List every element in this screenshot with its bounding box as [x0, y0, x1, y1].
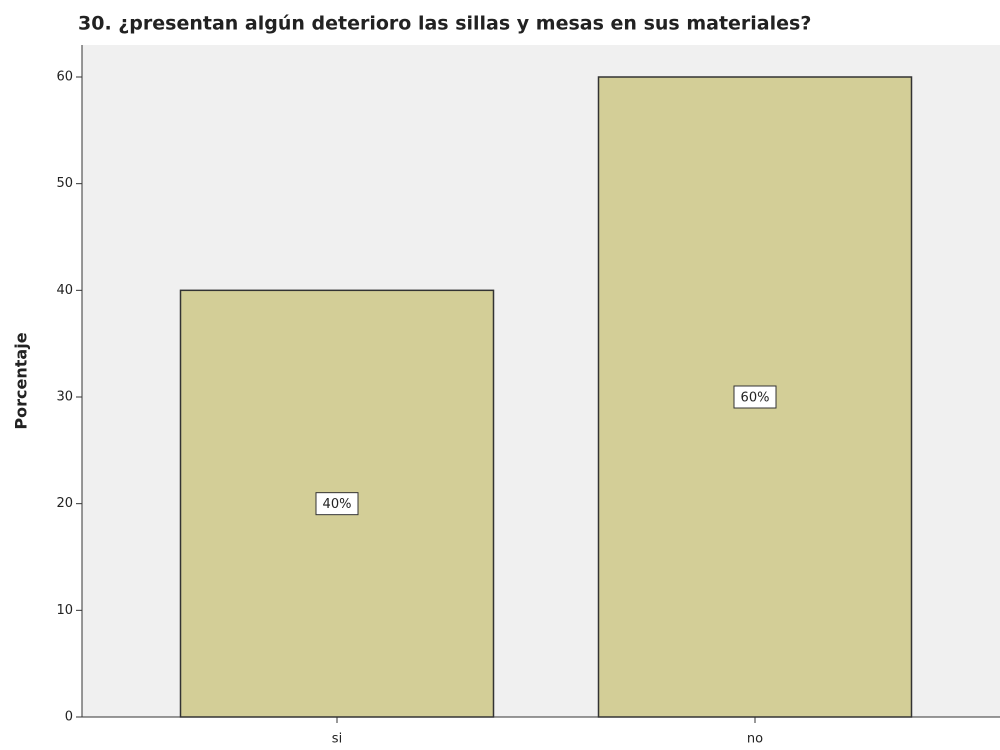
value-label: 60%: [741, 391, 770, 406]
y-tick-label: 0: [65, 710, 73, 725]
value-label-box: [315, 492, 359, 516]
value-label-box: [733, 385, 777, 409]
y-tick-label: 50: [56, 176, 73, 191]
y-tick-label: 10: [56, 603, 73, 618]
x-tick-label: no: [747, 732, 763, 747]
chart-title: 30. ¿presentan algún deterioro las silla…: [78, 13, 811, 35]
value-label: 40%: [323, 497, 352, 512]
y-tick-label: 40: [56, 283, 73, 298]
y-tick-label: 20: [56, 496, 73, 511]
y-axis-label: Porcentaje: [12, 332, 31, 429]
y-tick-label: 30: [56, 390, 73, 405]
x-tick-label: si: [332, 732, 342, 747]
y-tick-label: 60: [56, 70, 73, 85]
